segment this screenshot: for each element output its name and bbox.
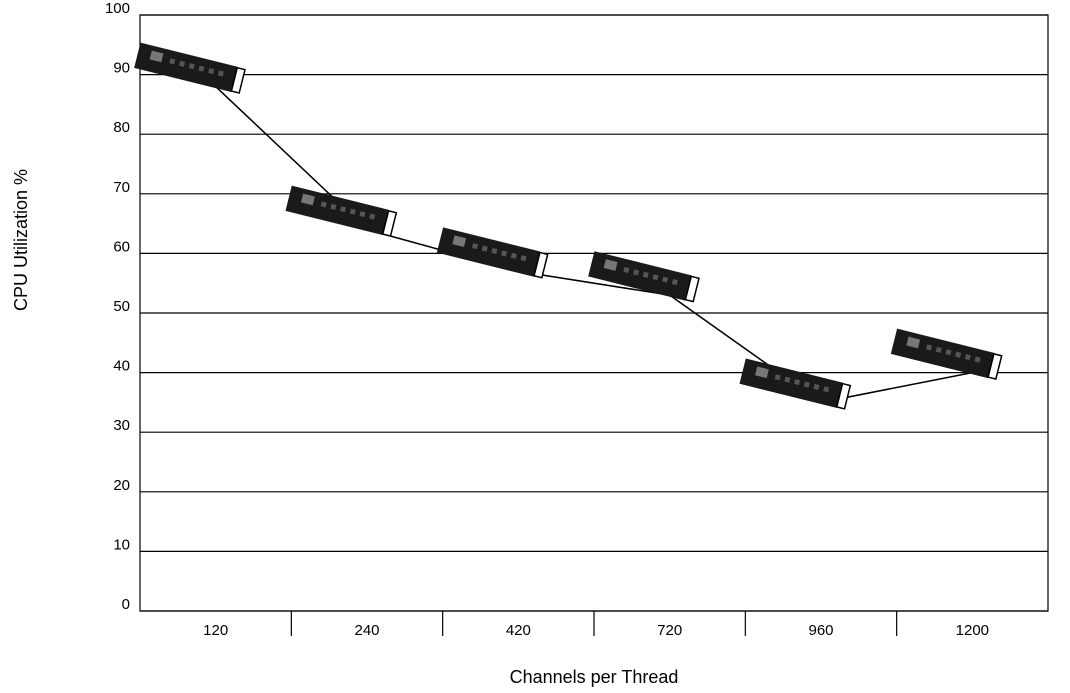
- board-detail: [774, 374, 781, 381]
- board-chip: [603, 259, 618, 271]
- board-detail: [964, 354, 971, 361]
- y-tick-label: 100: [105, 0, 130, 17]
- board-body: [285, 185, 389, 236]
- y-axis-title: CPU Utilization %: [11, 169, 31, 311]
- x-tick-label: 120: [203, 622, 228, 639]
- board-detail: [935, 346, 942, 353]
- board-body: [588, 251, 692, 301]
- board-bracket: [835, 382, 852, 410]
- board-chip: [301, 193, 315, 206]
- board-bracket: [987, 352, 1003, 380]
- board-marker: [588, 251, 700, 303]
- board-detail: [633, 269, 640, 276]
- board-detail: [208, 68, 215, 75]
- board-chip: [755, 366, 769, 379]
- x-axis-title: Channels per Thread: [510, 667, 679, 687]
- board-detail: [330, 203, 337, 210]
- board-detail: [813, 383, 820, 390]
- board-bracket: [684, 275, 700, 303]
- board-detail: [510, 252, 517, 259]
- board-marker: [890, 328, 1003, 380]
- board-chip: [452, 235, 467, 247]
- board-detail: [794, 379, 801, 386]
- board-detail: [662, 276, 669, 283]
- board-detail: [217, 70, 224, 77]
- x-tick-label: 420: [506, 622, 531, 639]
- board-detail: [784, 376, 791, 383]
- y-tick-label: 20: [113, 477, 130, 494]
- x-tick-label: 240: [354, 622, 379, 639]
- y-tick-label: 60: [113, 238, 130, 255]
- board-detail: [369, 213, 376, 220]
- board-detail: [188, 63, 195, 70]
- board-detail: [198, 65, 205, 72]
- y-tick-label: 70: [113, 179, 130, 196]
- board-detail: [471, 243, 479, 250]
- board-detail: [481, 245, 488, 252]
- board-detail: [955, 351, 962, 358]
- board-detail: [179, 60, 186, 67]
- y-tick-label: 0: [122, 596, 130, 613]
- board-bracket: [230, 66, 246, 94]
- board-detail: [652, 274, 659, 281]
- board-body: [739, 358, 843, 408]
- board-marker: [285, 185, 398, 237]
- board-detail: [623, 266, 630, 274]
- y-tick-label: 80: [113, 119, 130, 136]
- y-tick-label: 30: [113, 417, 130, 434]
- board-chip: [149, 50, 164, 63]
- x-tick-label: 960: [808, 622, 833, 639]
- x-tick-label: 1200: [956, 622, 989, 639]
- board-detail: [974, 356, 981, 363]
- board-detail: [169, 58, 176, 65]
- board-body: [436, 227, 541, 277]
- board-body: [134, 42, 238, 93]
- board-detail: [520, 255, 527, 262]
- board-body: [890, 328, 995, 379]
- board-marker: [134, 42, 246, 94]
- board-detail: [359, 211, 366, 218]
- board-chip: [906, 336, 921, 349]
- y-tick-label: 40: [113, 358, 130, 375]
- board-detail: [340, 206, 347, 213]
- board-detail: [803, 381, 810, 388]
- y-tick-label: 10: [113, 536, 130, 553]
- board-detail: [349, 208, 356, 215]
- board-detail: [320, 201, 327, 208]
- board-detail: [823, 386, 830, 393]
- x-tick-label: 720: [657, 622, 682, 639]
- y-tick-label: 50: [113, 298, 130, 315]
- y-tick-label: 90: [113, 60, 130, 77]
- board-bracket: [381, 209, 398, 237]
- board-detail: [671, 279, 678, 286]
- board-marker: [436, 227, 549, 279]
- board-detail: [925, 344, 933, 351]
- board-detail: [642, 271, 649, 278]
- board-detail: [945, 349, 952, 356]
- board-detail: [491, 247, 498, 255]
- board-detail: [501, 250, 508, 257]
- board-marker: [739, 358, 852, 410]
- board-bracket: [533, 251, 549, 279]
